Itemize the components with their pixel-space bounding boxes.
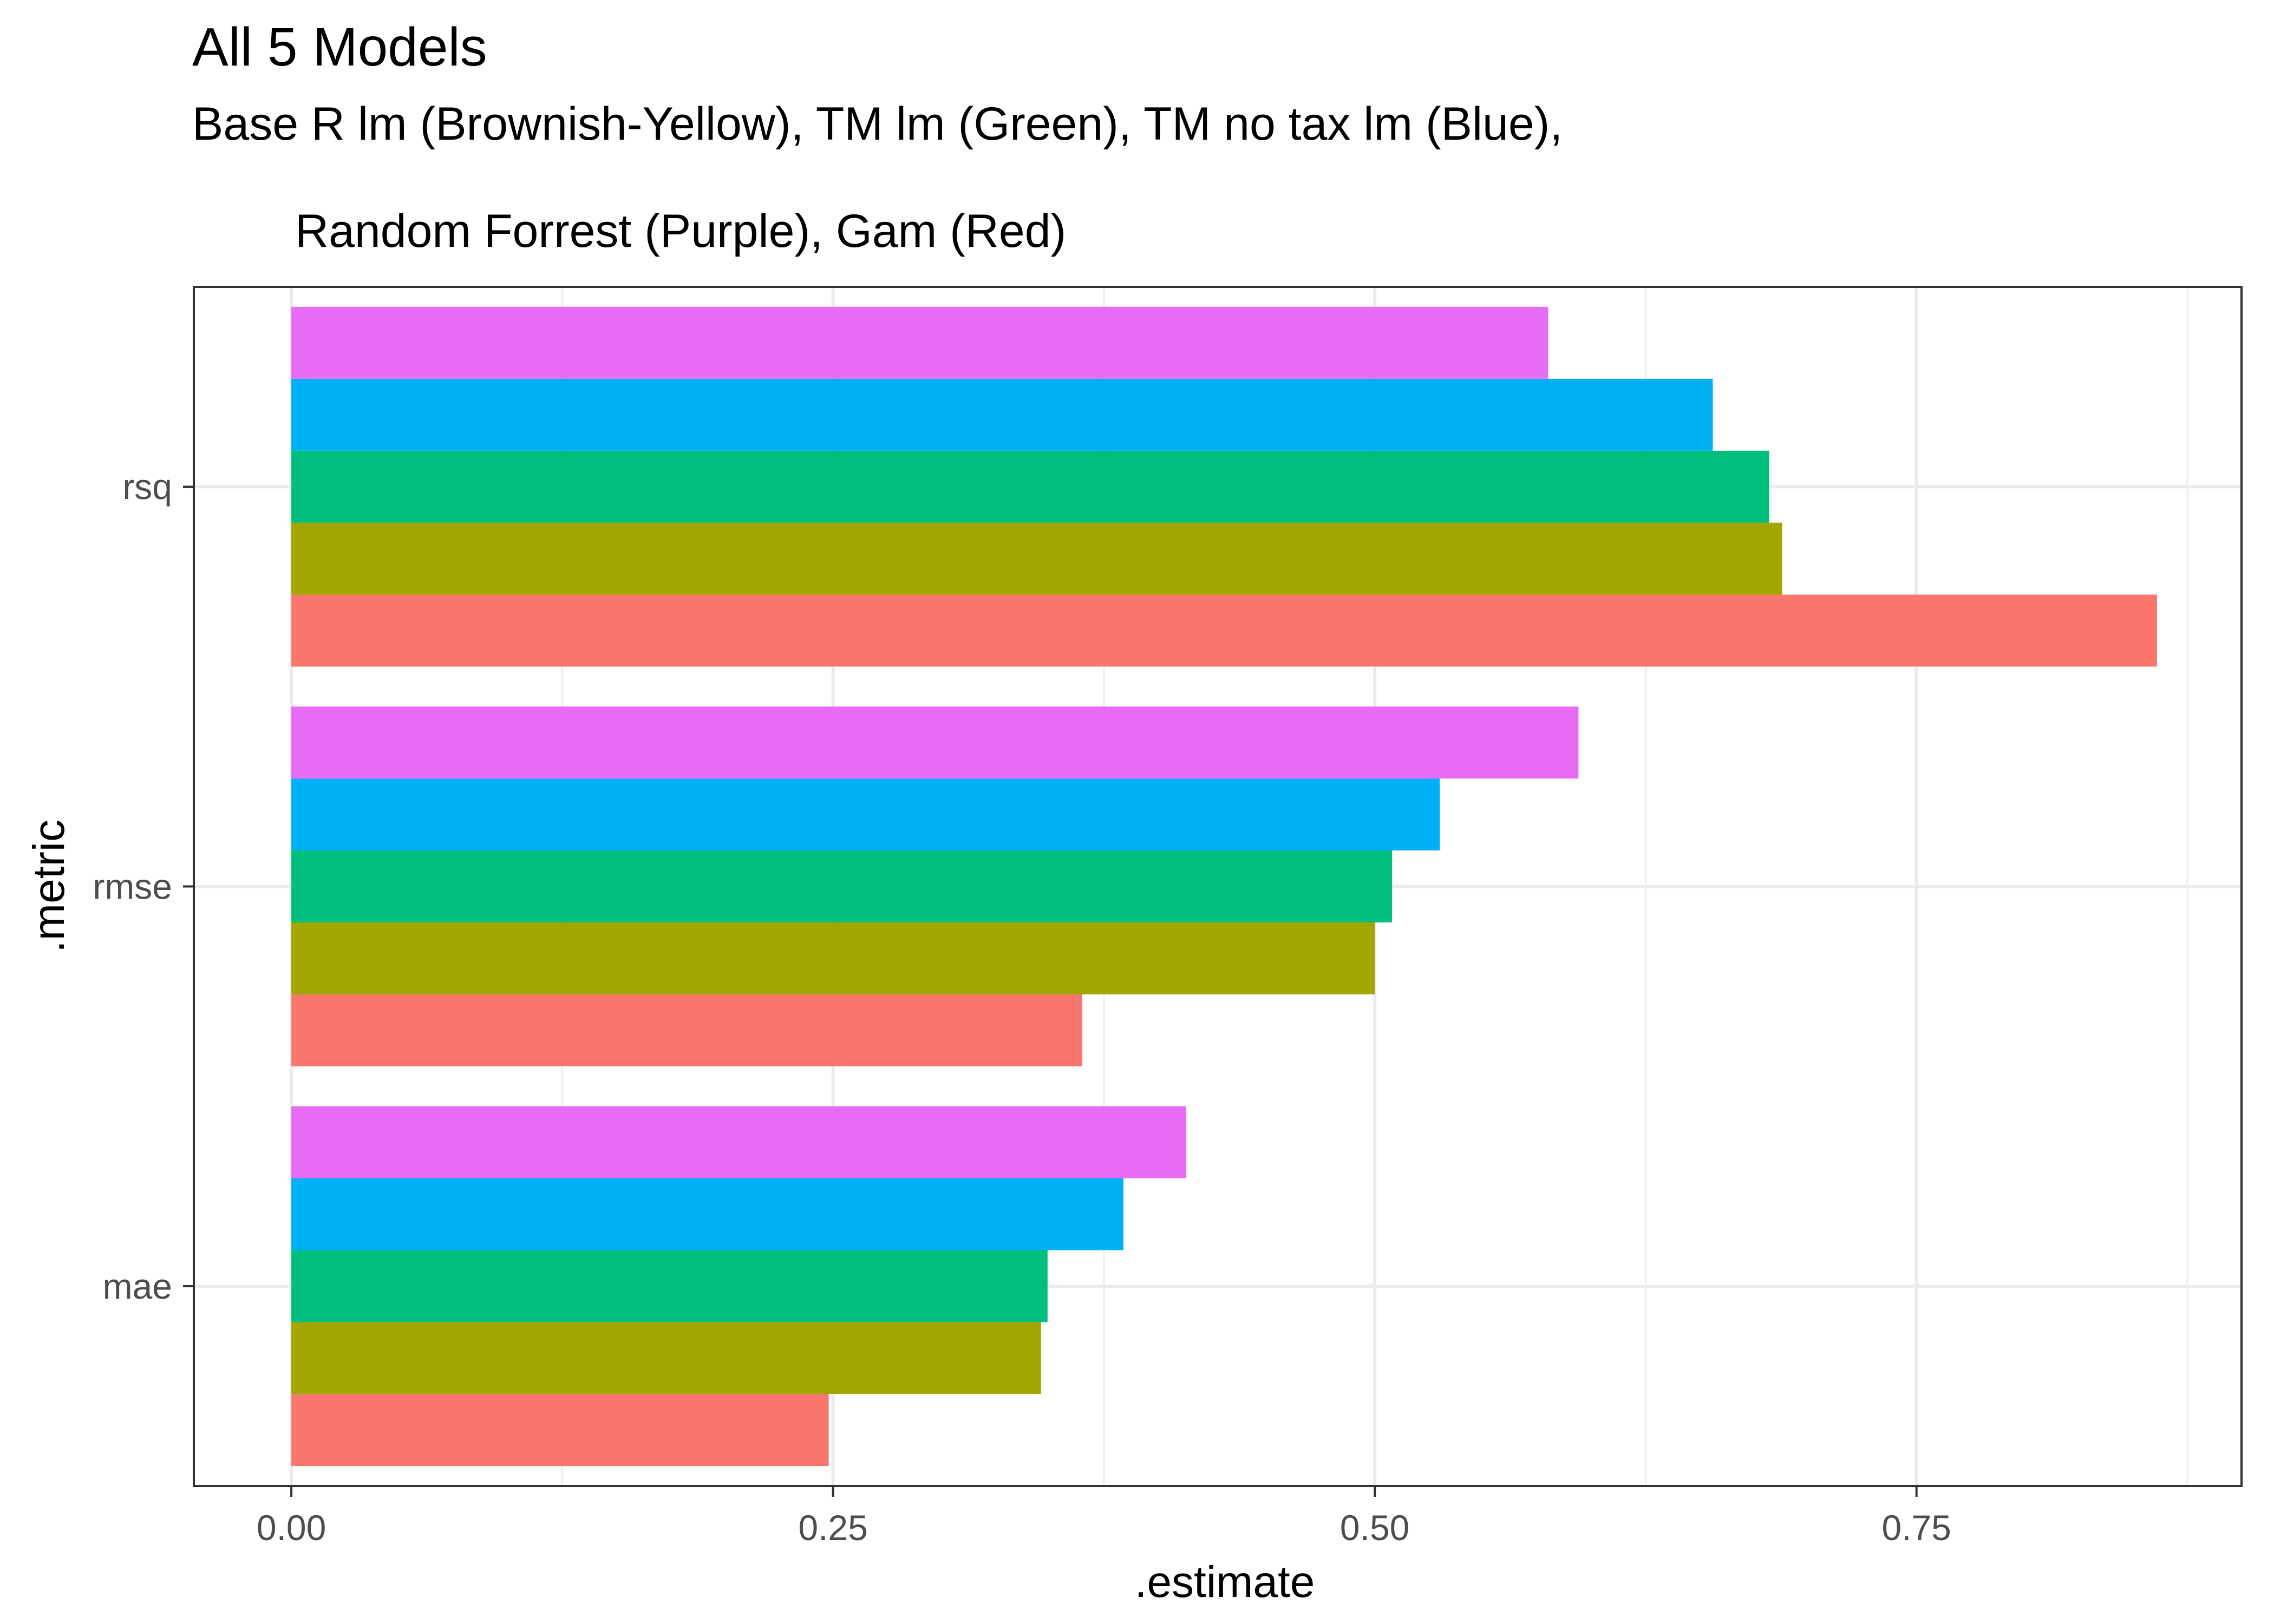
chart-title: All 5 Models [192, 17, 487, 77]
axes: 0.00 0.25 0.50 0.75 rsq rmse mae [93, 467, 1951, 1548]
bar-rmse-series-5 [291, 706, 1579, 779]
chart-subtitle-line-2: Random Forrest (Purple), Gam (Red) [295, 205, 1067, 257]
x-tick-label: 0.50 [1340, 1508, 1409, 1548]
bar-rsq-series-1 [291, 594, 2157, 667]
x-tick-label: 0.00 [257, 1508, 326, 1548]
y-tick-label-rmse: rmse [93, 867, 172, 907]
bar-rsq-series-3 [291, 450, 1769, 523]
bar-mae-series-3 [291, 1250, 1048, 1322]
bar-rsq-series-4 [291, 378, 1713, 451]
bar-mae-series-1 [291, 1394, 829, 1466]
y-tick-label-rsq: rsq [122, 467, 172, 507]
bar-rmse-series-2 [291, 922, 1375, 994]
bar-rmse-series-3 [291, 850, 1393, 922]
bar-rmse-series-1 [291, 994, 1082, 1066]
y-tick-label-mae: mae [103, 1266, 172, 1306]
x-tick-label: 0.75 [1881, 1508, 1951, 1548]
bars [291, 306, 2157, 1466]
bar-mae-series-5 [291, 1106, 1186, 1178]
y-axis-title: .metric [24, 820, 74, 953]
bar-rsq-series-5 [291, 306, 1548, 379]
chart-subtitle-line-1: Base R lm (Brownish-Yellow), TM lm (Gree… [192, 98, 1563, 150]
bar-rmse-series-4 [291, 778, 1440, 851]
x-axis-title: .estimate [1135, 1557, 1315, 1607]
x-tick-label: 0.25 [798, 1508, 867, 1548]
bar-rsq-series-2 [291, 522, 1782, 595]
bar-mae-series-4 [291, 1178, 1123, 1250]
bar-mae-series-2 [291, 1322, 1041, 1394]
